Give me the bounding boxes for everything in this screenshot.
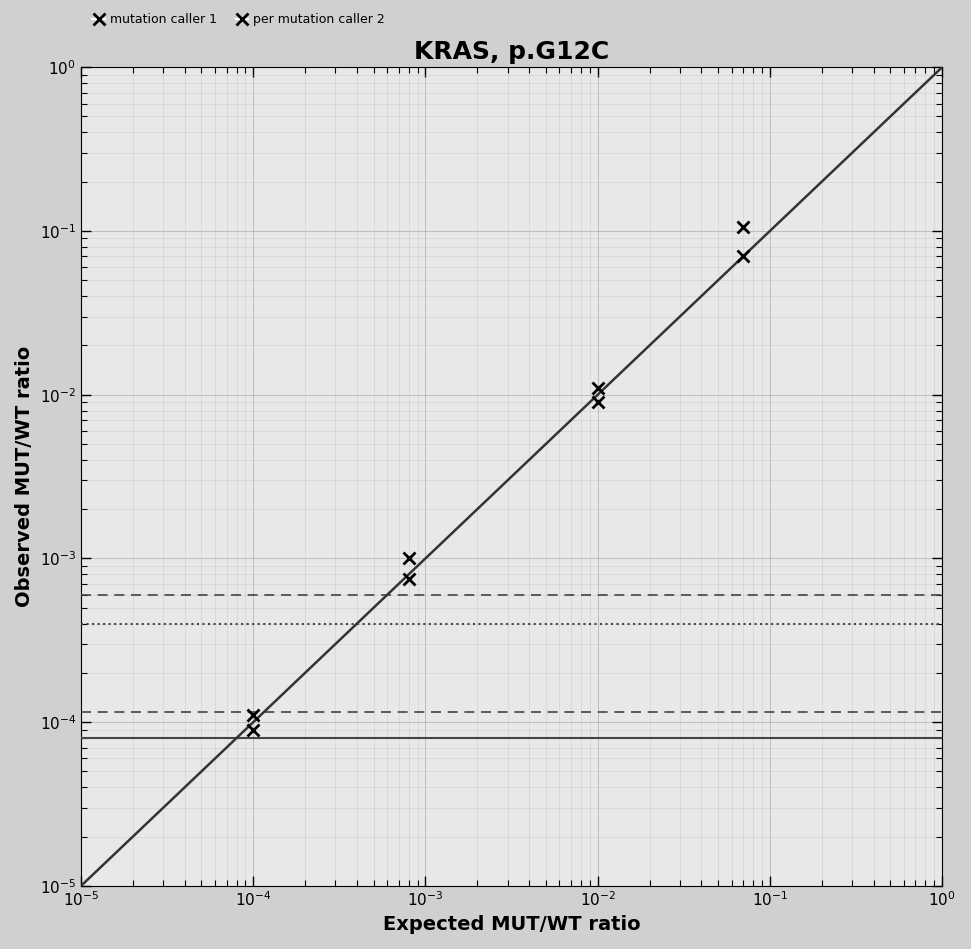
- Y-axis label: Observed MUT/WT ratio: Observed MUT/WT ratio: [15, 346, 34, 607]
- Title: KRAS, p.G12C: KRAS, p.G12C: [414, 40, 609, 64]
- X-axis label: Expected MUT/WT ratio: Expected MUT/WT ratio: [383, 915, 641, 934]
- Legend: mutation caller 1, per mutation caller 2: mutation caller 1, per mutation caller 2: [87, 8, 389, 31]
